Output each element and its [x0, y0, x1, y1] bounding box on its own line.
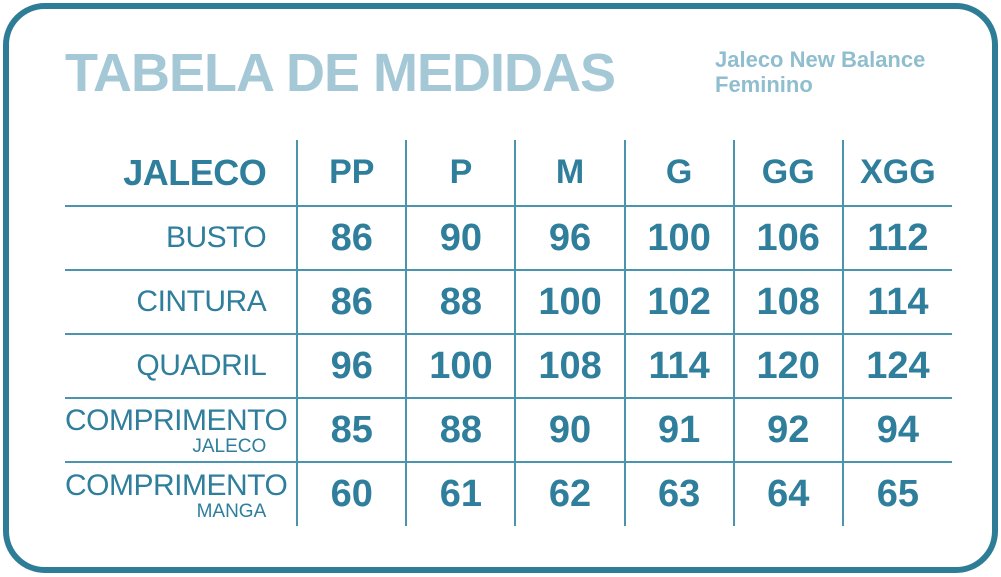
cell-value: 90	[405, 205, 516, 270]
product-subtitle-line1: Jaleco New Balance	[715, 47, 926, 72]
column-header-xgg: XGG	[841, 140, 952, 206]
cell-value: 106	[732, 205, 843, 270]
row-label-comprimento-jaleco: COMPRIMENTO JALECO	[65, 397, 298, 462]
cell-value: 120	[732, 333, 843, 398]
row-label-sub: MANGA	[196, 500, 267, 522]
cell-value: 62	[514, 461, 625, 526]
cell-value: 108	[732, 269, 843, 334]
product-subtitle-line2: Feminino	[715, 72, 813, 97]
table-row-quadril: QUADRIL 96 100 108 114 120 124	[65, 333, 952, 398]
column-header-p: P	[405, 140, 516, 206]
product-subtitle: Jaleco New Balance Feminino	[715, 47, 925, 97]
cell-value: 100	[623, 205, 734, 270]
column-header-m: M	[514, 140, 625, 206]
row-label-cintura: CINTURA	[65, 269, 298, 334]
table-header-row: JALECO PP P M G GG XGG	[65, 140, 952, 206]
table-row-comprimento-manga: COMPRIMENTO MANGA 60 61 62 63 64 65	[65, 461, 952, 526]
cell-value: 88	[405, 397, 516, 462]
cell-value: 100	[405, 333, 516, 398]
size-chart-card: TABELA DE MEDIDAS Jaleco New Balance Fem…	[3, 3, 998, 573]
row-label-busto: BUSTO	[65, 205, 298, 270]
row-label-comprimento-manga: COMPRIMENTO MANGA	[65, 461, 298, 526]
cell-value: 90	[514, 397, 625, 462]
cell-value: 86	[296, 269, 407, 334]
cell-value: 108	[514, 333, 625, 398]
cell-value: 114	[623, 333, 734, 398]
cell-value: 112	[841, 205, 952, 270]
table-row-comprimento-jaleco: COMPRIMENTO JALECO 85 88 90 91 92 94	[65, 397, 952, 462]
row-label-quadril: QUADRIL	[65, 333, 298, 398]
cell-value: 85	[296, 397, 407, 462]
cell-value: 96	[296, 333, 407, 398]
row-label-main: COMPRIMENTO	[65, 404, 288, 437]
cell-value: 91	[623, 397, 734, 462]
cell-value: 88	[405, 269, 516, 334]
cell-value: 114	[841, 269, 952, 334]
cell-value: 65	[841, 461, 952, 526]
row-label-main: COMPRIMENTO	[65, 468, 288, 502]
cell-value: 96	[514, 205, 625, 270]
column-header-g: G	[623, 140, 734, 206]
cell-value: 94	[841, 397, 952, 462]
cell-value: 102	[623, 269, 734, 334]
cell-value: 60	[296, 461, 407, 526]
page-title: TABELA DE MEDIDAS	[65, 43, 616, 103]
row-label-sub: JALECO	[192, 436, 267, 457]
column-header-jaleco: JALECO	[123, 151, 267, 193]
table-row-cintura: CINTURA 86 88 100 102 108 114	[65, 269, 952, 334]
column-header-gg: GG	[732, 140, 843, 206]
cell-value: 86	[296, 205, 407, 270]
cell-value: 124	[841, 333, 952, 398]
measurements-table: JALECO PP P M G GG XGG BUSTO 86 90 96 10…	[65, 140, 952, 526]
cell-value: 100	[514, 269, 625, 334]
table-row-busto: BUSTO 86 90 96 100 106 112	[65, 205, 952, 270]
column-header-pp: PP	[296, 140, 407, 206]
header: TABELA DE MEDIDAS Jaleco New Balance Fem…	[9, 9, 992, 140]
cell-value: 61	[405, 461, 516, 526]
cell-value: 63	[623, 461, 734, 526]
cell-value: 64	[732, 461, 843, 526]
cell-value: 92	[732, 397, 843, 462]
